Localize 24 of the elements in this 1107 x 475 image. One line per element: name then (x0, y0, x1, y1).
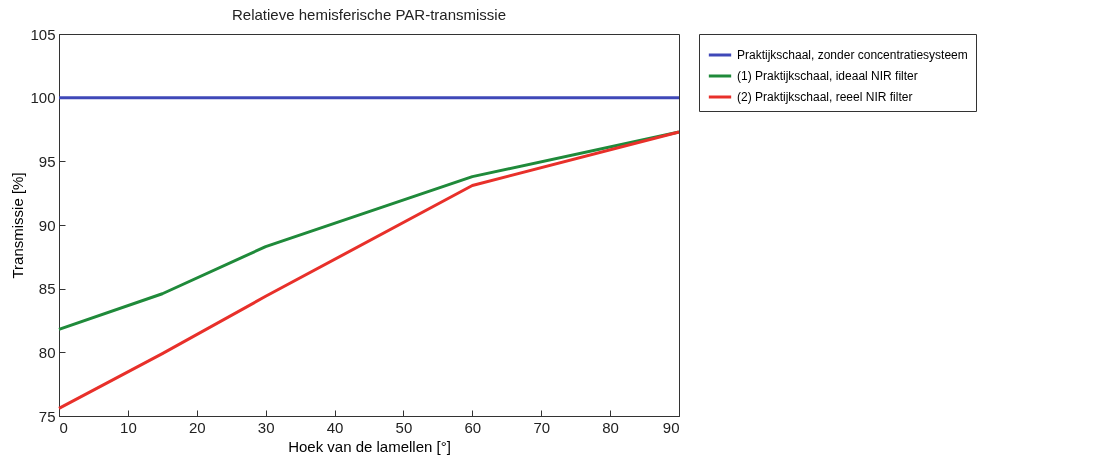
legend-label: Praktijkschaal, zonder concentratiesysteem (737, 48, 968, 62)
y-tick-label: 90 (38, 216, 56, 234)
y-tick-label: 80 (38, 343, 56, 361)
y-tick-label: 95 (38, 152, 56, 170)
x-tick-label: 50 (395, 418, 413, 436)
x-tick-label: 30 (257, 418, 275, 436)
x-tick-label: 20 (188, 418, 206, 436)
x-tick-label: 70 (533, 418, 551, 436)
x-tick-label: 80 (602, 418, 619, 436)
y-tick-label: 85 (38, 280, 56, 298)
chart-title: Relatieve hemisferische PAR-transmissie (232, 6, 506, 23)
x-tick-label: 10 (120, 418, 137, 436)
x-tick-label: 40 (326, 418, 344, 436)
line-series (57, 130, 681, 410)
x-tick-label: 0 (59, 418, 68, 436)
y-tick-label: 100 (30, 89, 56, 107)
y-axis-title: Transmissie [%] (9, 172, 27, 279)
y-tick-label: 75 (38, 407, 56, 425)
x-tick-label: 60 (464, 418, 482, 436)
legend-label: (1) Praktijkschaal, ideaal NIR filter (737, 69, 918, 83)
x-tick-label: 90 (662, 418, 680, 436)
y-tick-label: 105 (30, 25, 56, 43)
legend-label: (2) Praktijkschaal, reeel NIR filter (737, 90, 913, 104)
x-axis-title: Hoek van de lamellen [°] (288, 437, 451, 455)
